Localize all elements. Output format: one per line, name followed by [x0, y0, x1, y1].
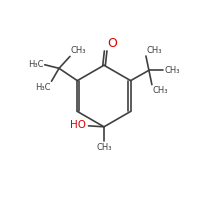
- Text: CH₃: CH₃: [147, 46, 162, 55]
- Text: CH₃: CH₃: [71, 46, 86, 55]
- Text: CH₃: CH₃: [153, 86, 168, 95]
- Text: HO: HO: [70, 120, 86, 130]
- Text: CH₃: CH₃: [96, 143, 112, 152]
- Text: CH₃: CH₃: [164, 66, 180, 75]
- Text: O: O: [107, 37, 117, 50]
- Text: H₃C: H₃C: [28, 60, 44, 69]
- Text: H₃C: H₃C: [35, 83, 50, 92]
